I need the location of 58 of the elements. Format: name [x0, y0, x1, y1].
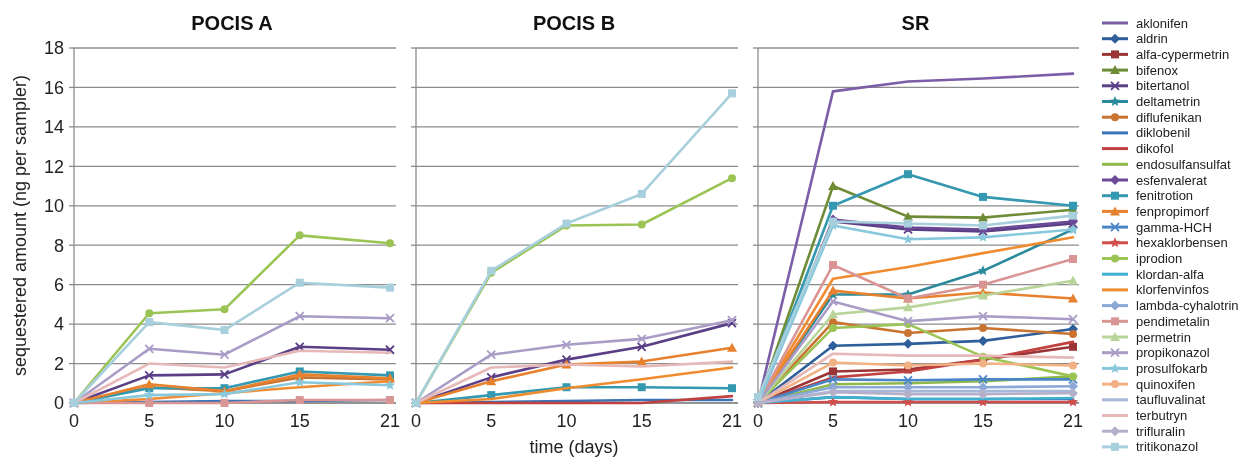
y-tick-label: 12 — [43, 156, 64, 177]
x-tick-label: 5 — [486, 411, 497, 431]
legend-label: taufluvalinat — [1136, 392, 1206, 408]
x-tick-label: 15 — [972, 411, 994, 431]
legend-label: hexaklorbensen — [1136, 235, 1228, 251]
legend-label: fenitrotion — [1136, 188, 1194, 204]
x-tick-label: 10 — [214, 411, 235, 431]
x-tick-label: 15 — [631, 411, 652, 431]
legend-label: propikonazol — [1136, 345, 1210, 361]
legend-label: gamma-HCH — [1136, 219, 1212, 235]
legend-label: diklobenil — [1136, 125, 1191, 141]
x-tick-label: 21 — [379, 411, 401, 431]
chart-title: SR — [901, 12, 930, 34]
legend-label: alfa-cypermetrin — [1136, 46, 1230, 62]
x-tick-label: 5 — [144, 411, 155, 431]
x-tick-label: 10 — [556, 411, 577, 431]
legend-label: iprodion — [1136, 251, 1183, 267]
y-tick-label: 16 — [43, 77, 64, 98]
legend-label: lambda-cyhalotrin — [1136, 298, 1239, 314]
legend-label: permetrin — [1136, 329, 1191, 345]
legend-label: klorfenvinfos — [1136, 282, 1210, 298]
legend-label: fenpropimorf — [1136, 203, 1210, 219]
y-tick-label: 14 — [43, 117, 64, 138]
x-tick-label: 15 — [289, 411, 310, 431]
x-tick-label: 10 — [897, 411, 919, 431]
legend-label: pendimetalin — [1136, 313, 1210, 329]
y-tick-label: 4 — [53, 314, 64, 335]
legend-label: esfenvalerat — [1136, 172, 1208, 188]
legend-label: aldrin — [1136, 31, 1168, 47]
legend-label: trifluralin — [1136, 423, 1186, 439]
legend-label: quinoxifen — [1136, 376, 1196, 392]
y-tick-label: 10 — [43, 196, 64, 217]
y-tick-label: 0 — [53, 393, 64, 414]
x-tick-label: 0 — [752, 411, 764, 431]
legend-label: deltametrin — [1136, 94, 1201, 110]
x-tick-label: 21 — [721, 411, 743, 431]
legend-label: bifenox — [1136, 62, 1179, 78]
legend-label: diflufenikan — [1136, 109, 1202, 125]
x-tick-label: 5 — [827, 411, 839, 431]
x-tick-label: 0 — [68, 411, 80, 431]
x-axis-title: time (days) — [529, 437, 619, 457]
chart-title: POCIS A — [191, 12, 273, 34]
legend-label: klordan-alfa — [1136, 266, 1205, 282]
legend-label: bitertanol — [1136, 78, 1190, 94]
y-tick-label: 18 — [43, 38, 64, 59]
legend-label: prosulfokarb — [1136, 360, 1208, 376]
y-axis-title: sequestered amount (ng per sampler) — [10, 74, 30, 377]
legend-label: terbutryn — [1136, 408, 1188, 424]
chart-title: POCIS B — [532, 12, 616, 34]
legend-label: endosulfansulfat — [1136, 156, 1232, 172]
legend-label: aklonifen — [1136, 15, 1189, 31]
y-tick-label: 6 — [53, 274, 64, 295]
y-tick-label: 8 — [53, 235, 64, 256]
legend-label: dikofol — [1136, 141, 1174, 157]
legend-label: tritikonazol — [1136, 439, 1199, 455]
x-tick-label: 0 — [410, 411, 422, 431]
x-tick-label: 21 — [1062, 411, 1084, 431]
y-tick-label: 2 — [53, 353, 64, 374]
